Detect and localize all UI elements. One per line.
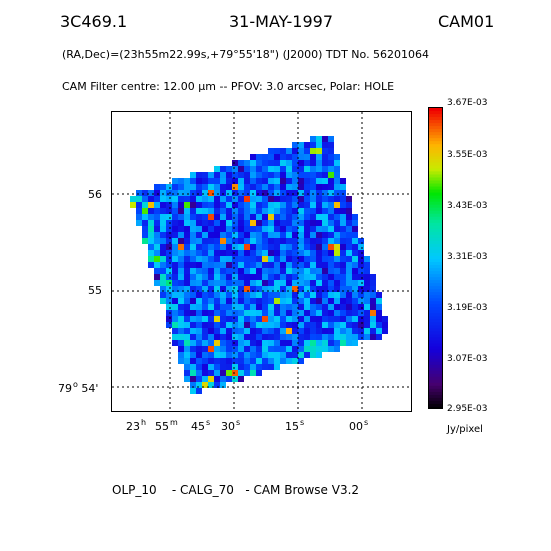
colorbar-label-max: 3.67E-03 — [447, 98, 488, 108]
colorbar — [428, 107, 443, 409]
ra-label-45s: 45s — [191, 418, 211, 433]
ra-label-55m: 55m — [155, 418, 178, 433]
colorbar-label: 3.31E-03 — [447, 252, 488, 262]
colorbar-label: 3.07E-03 — [447, 354, 488, 364]
colorbar-label: 3.55E-03 — [447, 150, 488, 160]
sky-image-frame — [111, 111, 412, 412]
instrument-name: CAM01 — [438, 12, 495, 31]
dec-label-79-54: 79o 54' — [58, 380, 99, 395]
filter-line: CAM Filter centre: 12.00 μm -- PFOV: 3.0… — [62, 80, 395, 93]
dec-label-55: 55 — [88, 284, 102, 297]
ra-label-00s: 00s — [349, 418, 369, 433]
object-name: 3C469.1 — [60, 12, 128, 31]
colorbar-label: 3.19E-03 — [447, 303, 488, 313]
observation-date: 31-MAY-1997 — [229, 12, 334, 31]
footer-text: OLP_10 - CALG_70 - CAM Browse V3.2 — [112, 483, 360, 497]
ra-label-23h: 23h — [126, 418, 147, 433]
sky-image — [112, 112, 411, 411]
colorbar-unit: Jy/pixel — [447, 424, 483, 435]
dec-label-56: 56 — [88, 188, 102, 201]
ra-label-30s: 30s — [221, 418, 241, 433]
colorbar-label: 3.43E-03 — [447, 201, 488, 211]
colorbar-label-min: 2.95E-03 — [447, 404, 488, 414]
coordinates-line: (RA,Dec)=(23h55m22.99s,+79°55'18") (J200… — [62, 48, 430, 61]
ra-label-15s: 15s — [285, 418, 305, 433]
colorbar-gradient — [429, 108, 442, 408]
